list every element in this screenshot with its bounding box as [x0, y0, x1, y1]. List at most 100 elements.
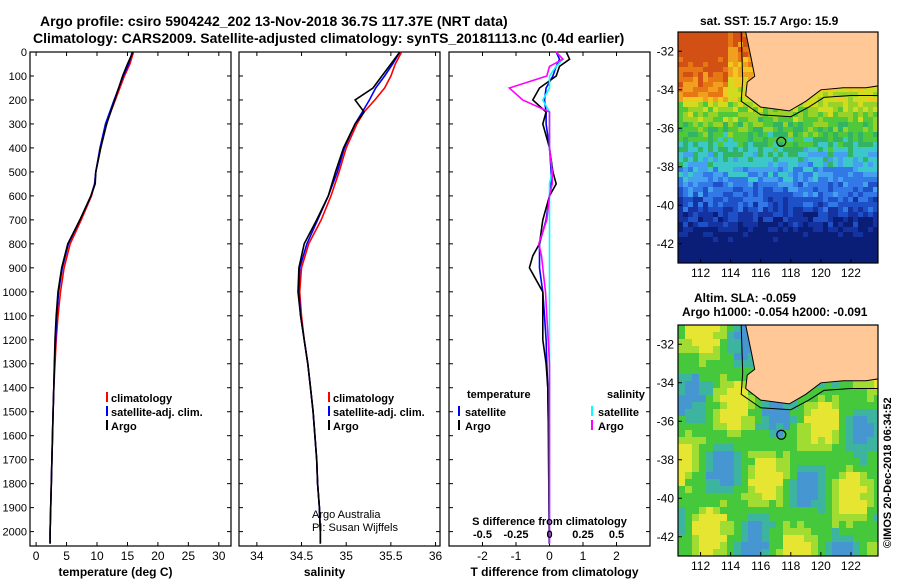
- y-tick-label: 1600: [3, 431, 27, 443]
- map-cell: [853, 217, 858, 222]
- map-cell: [778, 172, 783, 177]
- map-cell: [727, 339, 734, 346]
- map-cell: [804, 528, 811, 535]
- map-cell: [678, 458, 685, 465]
- map-cell: [763, 227, 768, 232]
- map-cell: [867, 409, 874, 416]
- map-cell: [685, 458, 692, 465]
- map-cell: [860, 521, 867, 528]
- map-cell: [693, 42, 698, 47]
- map-cell: [748, 514, 755, 521]
- map-cell: [727, 465, 734, 472]
- map-cell: [788, 222, 793, 227]
- map-cell: [811, 493, 818, 500]
- map-cell: [818, 500, 825, 507]
- map-cell: [678, 423, 685, 430]
- map-cell: [708, 132, 713, 137]
- map-cell: [762, 423, 769, 430]
- map-cell: [788, 122, 793, 127]
- map-cell: [818, 147, 823, 152]
- map-cell: [727, 493, 734, 500]
- map-cell: [727, 374, 734, 381]
- map-cell: [678, 217, 683, 222]
- map-cell: [748, 112, 753, 117]
- map-cell: [708, 42, 713, 47]
- map-cell: [743, 252, 748, 257]
- map-cell: [678, 521, 685, 528]
- map-cell: [867, 521, 874, 528]
- map-cell: [703, 197, 708, 202]
- map-cell: [808, 217, 813, 222]
- map-cell: [818, 423, 825, 430]
- map-cell: [832, 437, 839, 444]
- map-cell: [873, 257, 878, 262]
- map-cell: [848, 212, 853, 217]
- map-cell: [873, 147, 878, 152]
- map-cell: [762, 430, 769, 437]
- map-cell: [763, 207, 768, 212]
- map-cell: [811, 423, 818, 430]
- map-cell: [693, 167, 698, 172]
- map-cell: [846, 395, 853, 402]
- map-cell: [693, 37, 698, 42]
- map-cell: [818, 167, 823, 172]
- map-cell: [773, 217, 778, 222]
- map-cell: [727, 500, 734, 507]
- map-cell: [808, 237, 813, 242]
- map-cell: [762, 507, 769, 514]
- map-cell: [838, 192, 843, 197]
- top-tick-label: -0.25: [503, 529, 528, 541]
- map-cell: [718, 237, 723, 242]
- map-cell: [873, 102, 878, 107]
- map-cell: [798, 197, 803, 202]
- map-cell: [811, 479, 818, 486]
- map-cell: [797, 409, 804, 416]
- map-cell: [720, 458, 727, 465]
- map-cell: [783, 416, 790, 423]
- map-cell: [688, 142, 693, 147]
- y-tick-label: 1300: [3, 359, 27, 371]
- map-cell: [720, 423, 727, 430]
- map-cell: [738, 237, 743, 242]
- map-cell: [723, 242, 728, 247]
- map-cell: [868, 197, 873, 202]
- map-cell: [693, 112, 698, 117]
- map-cell: [848, 237, 853, 242]
- map-cell: [678, 187, 683, 192]
- figure-title-line1: Argo profile: csiro 5904242_202 13-Nov-2…: [40, 13, 508, 29]
- map-cell: [846, 423, 853, 430]
- map-cell: [863, 122, 868, 127]
- map-cell: [825, 528, 832, 535]
- map-cell: [693, 237, 698, 242]
- map-cell: [769, 444, 776, 451]
- map-cell: [811, 444, 818, 451]
- map-y-tick-label: -42: [657, 530, 675, 544]
- map-cell: [699, 451, 706, 458]
- map-cell: [733, 157, 738, 162]
- map-cell: [720, 521, 727, 528]
- map-cell: [685, 451, 692, 458]
- map-cell: [808, 157, 813, 162]
- map-cell: [769, 402, 776, 409]
- map-cell: [713, 32, 718, 37]
- map-cell: [688, 42, 693, 47]
- map-cell: [858, 97, 863, 102]
- map-cell: [776, 549, 783, 556]
- map-cell: [773, 142, 778, 147]
- map-cell: [773, 222, 778, 227]
- top-tick-label: 0.5: [609, 529, 624, 541]
- map-cell: [783, 152, 788, 157]
- map-cell: [692, 325, 699, 332]
- map-cell: [860, 388, 867, 395]
- map-cell: [790, 521, 797, 528]
- map-cell: [683, 157, 688, 162]
- map-cell: [833, 192, 838, 197]
- map-cell: [733, 52, 738, 57]
- map-cell: [803, 127, 808, 132]
- map-cell: [863, 112, 868, 117]
- map-cell: [728, 232, 733, 237]
- map-cell: [748, 257, 753, 262]
- map-cell: [728, 197, 733, 202]
- map-cell: [708, 232, 713, 237]
- map-cell: [713, 122, 718, 127]
